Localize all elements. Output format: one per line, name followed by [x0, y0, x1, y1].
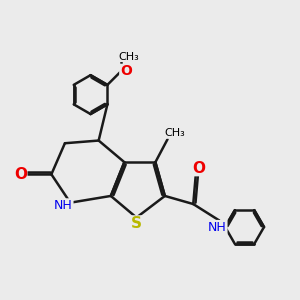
Text: NH: NH [208, 220, 227, 233]
Text: CH₃: CH₃ [165, 128, 185, 138]
Text: O: O [14, 167, 27, 182]
Text: NH: NH [54, 199, 73, 212]
Text: O: O [120, 64, 132, 78]
Text: O: O [193, 160, 206, 175]
Text: CH₃: CH₃ [118, 52, 140, 61]
Text: S: S [131, 216, 142, 231]
